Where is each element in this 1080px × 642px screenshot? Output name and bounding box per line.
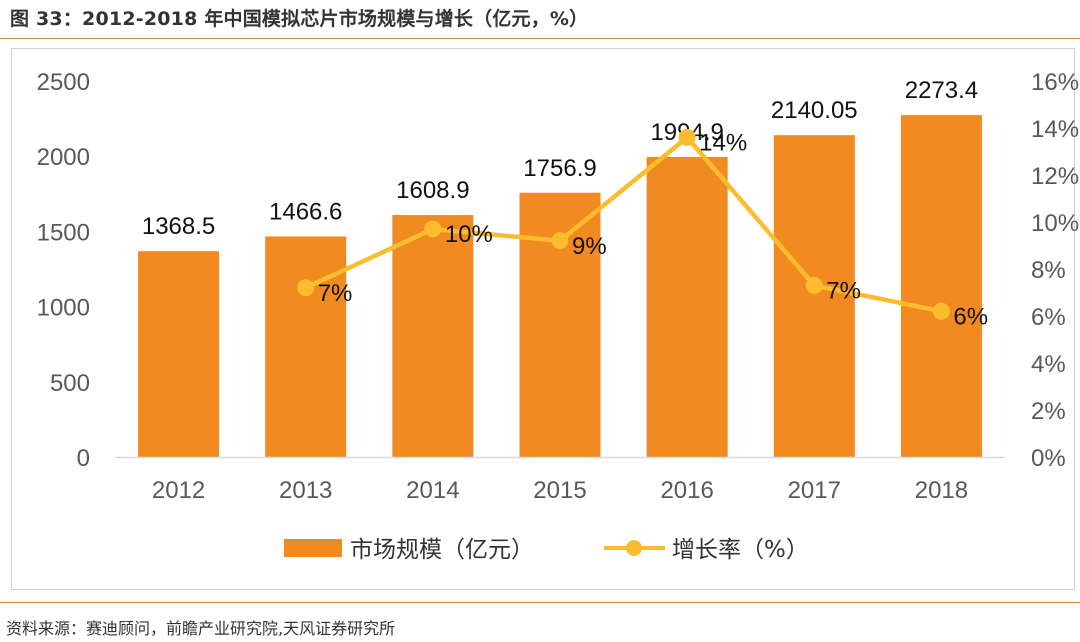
bar-data-label: 1756.9 (523, 155, 596, 182)
y-right-tick-label: 8% (1031, 257, 1066, 284)
y-right-tick-label: 14% (1031, 116, 1079, 143)
legend-line-marker (626, 540, 642, 556)
growth-data-label: 14% (699, 129, 747, 156)
x-tick-label: 2014 (406, 477, 459, 504)
legend: 市场规模（亿元） 增长率（%） (284, 537, 809, 563)
legend-line-label: 增长率（%） (672, 537, 809, 563)
y-axis-right: 0% 2% 4% 6% 8% 10% 12% 14% 16% (1031, 69, 1079, 472)
bar-data-label: 1608.9 (396, 177, 469, 204)
legend-bar-label: 市场规模（亿元） (350, 537, 534, 563)
growth-data-label: 9% (572, 233, 607, 260)
growth-point (678, 128, 696, 146)
x-tick-label: 2018 (915, 477, 968, 504)
x-tick-label: 2015 (533, 477, 586, 504)
y-right-tick-label: 4% (1031, 351, 1066, 378)
legend-bar-swatch (284, 539, 342, 557)
y-left-tick-label: 500 (50, 370, 90, 397)
x-axis: 2012 2013 2014 2015 2016 2017 2018 (152, 477, 968, 504)
chart-frame (11, 48, 1075, 590)
growth-data-label: 6% (953, 303, 988, 330)
y-left-tick-label: 1000 (37, 295, 90, 322)
bar (265, 236, 347, 457)
y-left-tick-label: 2500 (37, 69, 90, 96)
bar (900, 115, 982, 458)
x-tick-label: 2016 (660, 477, 713, 504)
growth-point (932, 302, 950, 320)
growth-point (297, 279, 315, 297)
y-right-tick-label: 10% (1031, 210, 1079, 237)
bar-data-label: 2140.05 (771, 97, 858, 124)
bar (138, 251, 220, 457)
growth-point (805, 276, 823, 294)
y-right-tick-label: 12% (1031, 163, 1079, 190)
x-tick-label: 2012 (152, 477, 205, 504)
x-tick-label: 2017 (788, 477, 841, 504)
y-right-tick-label: 2% (1031, 398, 1066, 425)
growth-point (551, 232, 569, 250)
bar (773, 135, 855, 457)
title-divider (0, 38, 1080, 39)
bar-data-label: 1466.6 (269, 198, 342, 225)
y-axis-left: 0 500 1000 1500 2000 2500 (37, 69, 90, 472)
line-series (297, 128, 950, 320)
growth-point (424, 220, 442, 238)
bar-data-label: 1368.5 (142, 213, 215, 240)
y-left-tick-label: 2000 (37, 144, 90, 171)
y-left-tick-label: 1500 (37, 219, 90, 246)
bar-data-label: 2273.4 (905, 77, 978, 104)
bar (392, 215, 474, 457)
y-left-tick-label: 0 (77, 445, 90, 472)
line-data-labels: 7% 10% 9% 14% 7% 6% (318, 129, 988, 330)
y-right-tick-label: 16% (1031, 69, 1079, 96)
source-note: 资料来源：赛迪顾问，前瞻产业研究院,天风证券研究所 (6, 619, 396, 638)
bar (646, 156, 728, 457)
y-right-tick-label: 6% (1031, 304, 1066, 331)
growth-data-label: 7% (318, 280, 353, 307)
x-tick-label: 2013 (279, 477, 332, 504)
growth-data-label: 10% (445, 221, 493, 248)
growth-data-label: 7% (826, 277, 861, 304)
y-right-tick-label: 0% (1031, 445, 1066, 472)
growth-line (304, 135, 942, 314)
source-divider (0, 602, 1080, 603)
figure-title: 图 33：2012-2018 年中国模拟芯片市场规模与增长（亿元，%） (10, 8, 589, 30)
